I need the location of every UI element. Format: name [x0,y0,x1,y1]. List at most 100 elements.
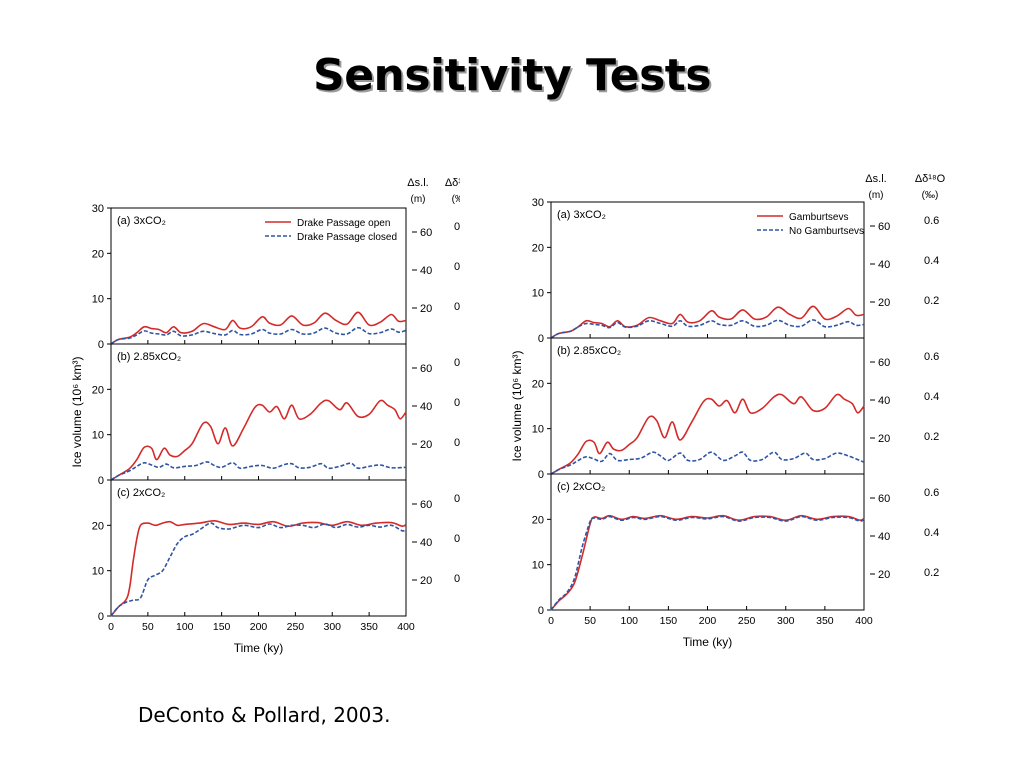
sea-level-axis-unit: (m) [411,194,426,205]
sea-level-tick-label: 40 [878,395,890,407]
d18o-tick-label: 0.6 [454,357,460,369]
d18o-tick-label: 0.4 [454,397,460,409]
legend-entry: Drake Passage open [297,218,390,229]
y-tick-label: 0 [98,339,104,351]
y-axis-label: Ice volume (10⁶ km³) [70,357,84,468]
y-tick-label: 10 [532,560,544,572]
panel-label: (c) 2xCO₂ [117,487,165,499]
y-axis-label: Ice volume (10⁶ km³) [510,351,524,462]
x-tick-label: 200 [250,621,268,633]
d18o-tick-label: 0.6 [454,221,460,233]
sea-level-tick-label: 20 [878,297,890,309]
panel-frame [110,343,407,481]
sea-level-axis-header: Δs.l. [865,173,886,185]
chart-figure-right: Δs.l. (m) Δδ¹⁸O (‰) 0 10 20 30 (a) 3xCO₂ 60 40 20 0.… [510,173,946,649]
x-tick-label: 150 [213,621,231,633]
y-tick-label: 10 [532,424,544,436]
panel-c: 0 10 20 (c) 2xCO₂ 60 40 20 0.6 0.4 0.2 [92,479,460,623]
d18o-axis-unit: (‰) [922,190,939,201]
sea-level-tick-label: 60 [878,493,890,505]
sea-level-tick-label: 40 [420,265,432,277]
legend-entry: Gamburtsevs [789,212,848,223]
panel-b: 0 10 20 (b) 2.85xCO₂ 60 40 20 0.6 0.4 0.2 [532,337,939,481]
series-line-secondary [110,461,407,481]
d18o-tick-label: 0.6 [924,487,939,499]
series-line-primary [550,514,865,611]
d18o-tick-label: 0.4 [454,261,460,273]
panel-a: 0 10 20 30 (a) 3xCO₂ 60 40 20 0.6 0.4 0.2 Gamburtse… [532,197,940,345]
y-tick-label: 20 [92,384,104,396]
legend-entry: Drake Passage closed [297,232,397,243]
y-tick-label: 20 [92,248,104,260]
sea-level-tick-label: 20 [420,303,432,315]
x-tick-label: 200 [699,615,717,627]
x-tick-label: 400 [397,621,415,633]
d18o-tick-label: 0.6 [454,493,460,505]
series-line-secondary [110,522,407,617]
y-tick-label: 0 [98,611,104,623]
series-line-primary [550,393,865,475]
panel-label: (c) 2xCO₂ [557,481,605,493]
x-tick-label: 250 [287,621,305,633]
sea-level-axis-header: Δs.l. [407,177,428,189]
series-line-secondary [110,326,407,345]
sea-level-tick-label: 60 [420,227,432,239]
d18o-tick-label: 0.2 [924,567,939,579]
y-tick-label: 0 [538,469,544,481]
y-tick-label: 20 [532,378,544,390]
d18o-axis-unit: (‰) [452,194,460,205]
chart-figure-left: Δs.l. (m) Δδ¹⁸O (‰) 0 10 20 30 (a) 3xCO₂ 60 40 20 0.… [70,177,460,655]
y-tick-label: 10 [92,430,104,442]
y-tick-label: 0 [538,333,544,345]
series-line-secondary [550,451,865,475]
panel-label: (a) 3xCO₂ [557,209,606,221]
sea-level-tick-label: 60 [420,363,432,375]
d18o-axis-header: Δδ¹⁸O [445,177,460,189]
slide-title: Sensitivity Tests [313,50,711,101]
panel-a: 0 10 20 30 (a) 3xCO₂ 60 40 20 0.6 0.4 0.2 Drake Pas… [92,203,460,351]
x-tick-label: 50 [584,615,596,627]
panel-frame [550,337,865,475]
d18o-tick-label: 0.2 [454,437,460,449]
d18o-axis-header: Δδ¹⁸O [915,173,946,185]
x-tick-label: 300 [323,621,341,633]
d18o-tick-label: 0.2 [924,295,939,307]
sea-level-tick-label: 20 [878,569,890,581]
series-line-primary [110,519,407,617]
y-tick-label: 20 [92,520,104,532]
d18o-tick-label: 0.4 [924,255,939,267]
sea-level-tick-label: 40 [878,531,890,543]
x-tick-label: 100 [620,615,638,627]
panel-label: (b) 2.85xCO₂ [117,351,181,363]
panel-b: 0 10 20 (b) 2.85xCO₂ 60 40 20 0.6 0.4 0.2 [92,343,460,487]
sea-level-tick-label: 40 [420,537,432,549]
x-tick-label: 100 [176,621,194,633]
sea-level-tick-label: 20 [420,575,432,587]
y-tick-label: 30 [532,197,544,209]
x-tick-label: 50 [142,621,154,633]
sea-level-tick-label: 40 [878,259,890,271]
x-tick-label: 250 [738,615,756,627]
d18o-tick-label: 0.2 [454,301,460,313]
sea-level-tick-label: 60 [878,221,890,233]
sea-level-tick-label: 60 [878,357,890,369]
citation: DeConto & Pollard, 2003. [138,703,391,727]
d18o-tick-label: 0.2 [454,573,460,585]
legend-entry: No Gamburtsevs [789,226,864,237]
x-tick-label: 300 [777,615,795,627]
sea-level-tick-label: 60 [420,499,432,511]
d18o-tick-label: 0.6 [924,215,939,227]
series-line-primary [550,305,865,339]
d18o-tick-label: 0.4 [454,533,460,545]
series-line-primary [110,311,407,345]
d18o-tick-label: 0.4 [924,391,939,403]
d18o-tick-label: 0.2 [924,431,939,443]
d18o-tick-label: 0.4 [924,527,939,539]
x-tick-label: 0 [108,621,114,633]
panel-frame [550,473,865,611]
y-tick-label: 0 [538,605,544,617]
y-tick-label: 10 [92,566,104,578]
y-tick-label: 20 [532,242,544,254]
y-tick-label: 10 [92,294,104,306]
series-line-primary [110,399,407,481]
